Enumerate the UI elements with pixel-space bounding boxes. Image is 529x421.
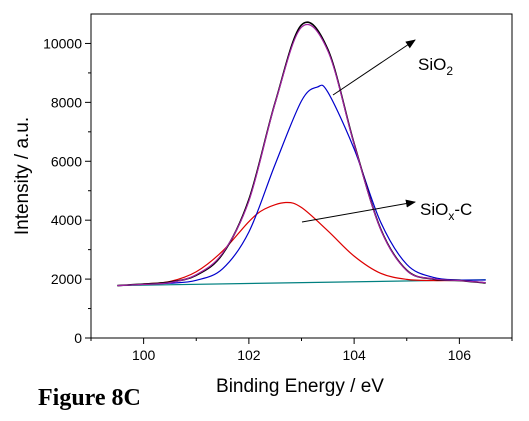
siox-c-arrow bbox=[301, 199, 416, 223]
y-tick-label: 4000 bbox=[51, 212, 82, 228]
plot-frame bbox=[90, 13, 513, 339]
x-tick-label: 104 bbox=[342, 347, 366, 363]
sio2-label: SiO2 bbox=[418, 55, 453, 78]
x-axis-title: Binding Energy / eV bbox=[216, 376, 384, 397]
y-tick-label: 6000 bbox=[51, 153, 82, 169]
series-line-peak-siox-c bbox=[143, 201, 460, 285]
series-layer bbox=[117, 21, 486, 287]
y-tick-label: 10000 bbox=[43, 35, 82, 51]
y-tick-label: 8000 bbox=[51, 94, 82, 110]
x-tick-label: 102 bbox=[237, 347, 261, 363]
series-line-envelope bbox=[117, 23, 486, 287]
annotation-layer: SiO2 SiOx-C bbox=[301, 39, 472, 223]
y-axis-title: Intensity / a.u. bbox=[12, 117, 33, 235]
figure-label: Figure 8C bbox=[38, 385, 141, 411]
y-tick-label: 2000 bbox=[51, 271, 82, 287]
y-tick-label: 0 bbox=[74, 330, 82, 346]
x-tick-label: 106 bbox=[448, 347, 472, 363]
sio2-arrow bbox=[332, 39, 416, 96]
siox-c-label: SiOx-C bbox=[420, 200, 472, 223]
x-axis: 100 102 104 106 bbox=[90, 338, 513, 363]
series-line-peak-sio2 bbox=[143, 84, 486, 285]
y-axis: 0 2000 4000 6000 8000 10000 bbox=[43, 35, 91, 346]
x-tick-label: 100 bbox=[132, 347, 156, 363]
